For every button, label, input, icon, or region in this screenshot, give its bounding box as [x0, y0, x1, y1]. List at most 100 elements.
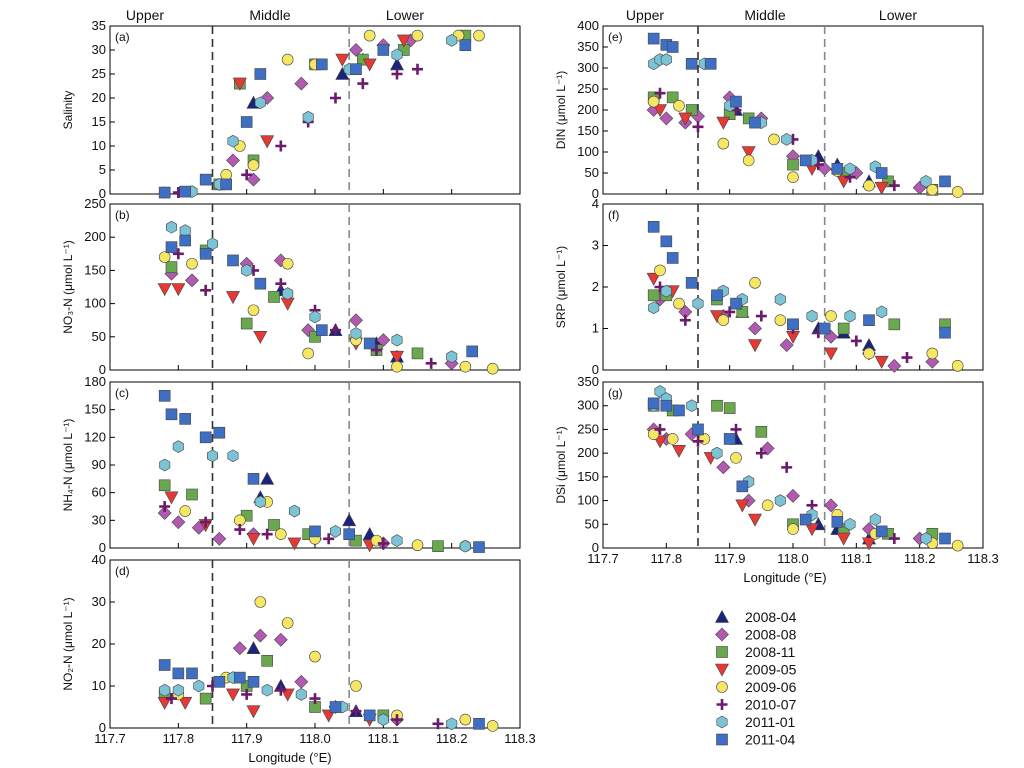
- zone-label-upper: Upper: [126, 7, 164, 23]
- data-point: [389, 350, 405, 364]
- data-point: [349, 313, 363, 328]
- data-point: [164, 491, 179, 505]
- data-point: [254, 96, 266, 110]
- data-point: [787, 158, 799, 171]
- data-point: [227, 449, 239, 463]
- data-point: [350, 63, 362, 76]
- y-tick-label: 10: [92, 678, 106, 693]
- data-point: [220, 178, 232, 191]
- data-point: [711, 446, 723, 460]
- data-point: [247, 159, 260, 171]
- data-point: [316, 324, 328, 336]
- data-point: [377, 537, 389, 549]
- x-tick-label: 118.2: [436, 731, 468, 746]
- y-tick-label: 5: [99, 162, 106, 177]
- data-point: [246, 705, 261, 719]
- data-point: [350, 680, 362, 692]
- data-point: [213, 675, 226, 688]
- data-point: [747, 339, 763, 353]
- series-2010-07: [654, 281, 913, 364]
- y-axis-label: NH₄-N (μmol L⁻¹): [61, 419, 75, 512]
- data-point: [281, 617, 294, 629]
- data-point: [736, 306, 749, 318]
- panel-d: 0 10 20 30 40 117.7 117.8 117.9 118.0 118.1 118.2 1…: [61, 552, 536, 746]
- panel-letter: (a): [115, 30, 130, 44]
- data-point: [199, 173, 212, 186]
- legend-item: 2008-11: [716, 644, 796, 660]
- y-tick-label: 10: [92, 138, 106, 153]
- data-point: [748, 321, 762, 336]
- panel-f: 0 1 2 3 4 (f) SRP (μmol L⁻¹): [554, 196, 984, 377]
- data-point: [193, 679, 205, 693]
- legend-item: 2009-06: [716, 679, 797, 695]
- legend-label: 2010-07: [745, 697, 797, 713]
- data-point: [939, 532, 951, 545]
- data-point: [282, 287, 294, 300]
- data-point: [446, 717, 458, 731]
- data-point: [863, 347, 875, 360]
- data-point: [920, 532, 932, 545]
- data-point: [925, 354, 940, 369]
- y-tick-label: 200: [577, 445, 599, 460]
- data-point: [786, 488, 800, 503]
- data-point: [268, 291, 280, 303]
- data-point: [172, 248, 184, 260]
- data-point: [186, 488, 198, 501]
- data-point: [666, 252, 679, 264]
- series-2008-11: [647, 399, 939, 540]
- data-point: [227, 254, 239, 267]
- data-point: [730, 452, 742, 464]
- data-point: [363, 709, 376, 722]
- y-tick-label: 20: [92, 90, 106, 105]
- data-point: [861, 537, 877, 551]
- data-point: [165, 241, 178, 253]
- data-point: [254, 68, 267, 80]
- data-point: [294, 674, 309, 689]
- data-point: [302, 110, 314, 124]
- legend-label: 2008-08: [745, 627, 797, 643]
- y-tick-label: 90: [92, 457, 106, 472]
- data-point: [179, 505, 191, 517]
- y-tick-label: 300: [577, 398, 599, 413]
- series-2011-04: [647, 397, 951, 545]
- x-tick-label: 118.1: [841, 551, 873, 566]
- data-point: [268, 519, 280, 531]
- data-point: [178, 696, 193, 710]
- data-point: [350, 534, 362, 547]
- data-point: [246, 532, 261, 546]
- data-point: [391, 48, 403, 62]
- series-2011-04: [647, 221, 951, 339]
- data-point: [432, 718, 444, 730]
- x-axis-label-left: Longitude (°E): [248, 750, 331, 765]
- legend-marker: [716, 733, 728, 746]
- data-point: [362, 58, 377, 72]
- series-2011-01: [166, 220, 458, 364]
- panel-letter: (b): [115, 208, 130, 222]
- y-tick-label: 0: [99, 720, 106, 735]
- data-point: [666, 91, 679, 104]
- y-tick-label: 100: [577, 144, 599, 159]
- legend-marker: [714, 609, 730, 623]
- series-2009-06: [158, 29, 485, 199]
- data-point: [787, 171, 799, 183]
- data-point: [329, 701, 342, 713]
- legend-item: 2010-07: [716, 697, 797, 713]
- data-point: [659, 111, 674, 126]
- data-point: [874, 181, 889, 195]
- data-point: [275, 278, 287, 290]
- data-point: [875, 167, 888, 179]
- legend-label: 2009-05: [745, 662, 797, 678]
- data-point: [157, 283, 172, 297]
- data-point: [647, 95, 660, 108]
- data-point: [309, 330, 321, 343]
- data-point: [652, 104, 668, 118]
- data-point: [316, 58, 328, 71]
- zone-label-middle: Middle: [249, 7, 290, 23]
- panel-e: 0 50 100 150 200 250 300 350 400 (e) DIN (μmol L⁻¹…: [554, 18, 984, 201]
- data-point: [446, 34, 458, 47]
- data-point: [717, 137, 730, 150]
- data-point: [779, 338, 794, 353]
- y-axis-label: SRP (μmol L⁻¹): [554, 246, 568, 328]
- legend-label: 2011-01: [745, 714, 796, 730]
